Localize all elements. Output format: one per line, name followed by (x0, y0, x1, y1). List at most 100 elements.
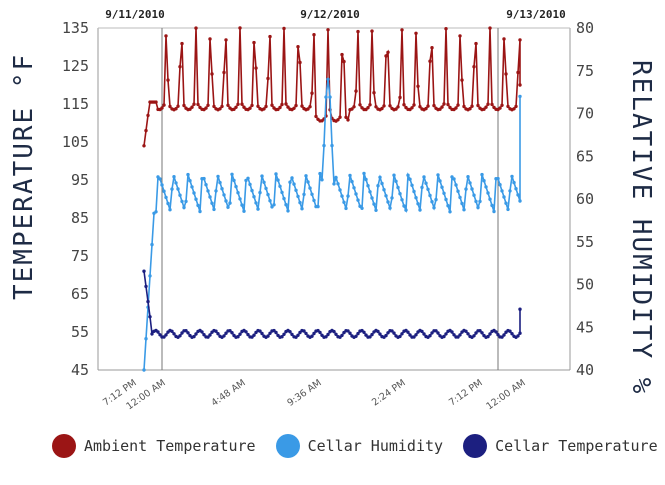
series-ambient-temperature-point (206, 103, 210, 108)
series-ambient-temperature-point (176, 104, 180, 108)
series-cellar-temperature-point (332, 329, 336, 334)
series-ambient-temperature-point (308, 105, 312, 109)
series-cellar-temperature-point (150, 332, 154, 336)
series-cellar-humidity-point (484, 185, 488, 189)
series-ambient-temperature-point (294, 103, 298, 108)
series-cellar-temperature-point (398, 334, 402, 339)
series-cellar-humidity-point (224, 199, 228, 203)
series-ambient-temperature-point (428, 59, 432, 63)
series-ambient-temperature-point (212, 104, 216, 109)
series-cellar-humidity-point (436, 173, 440, 177)
series-cellar-humidity-point (474, 199, 478, 204)
series-cellar-humidity-point (462, 208, 466, 212)
series-cellar-humidity-point (506, 207, 510, 212)
series-cellar-humidity-point (210, 201, 214, 205)
series-ambient-temperature-point (292, 106, 296, 111)
series-cellar-temperature-point (244, 330, 248, 334)
series-cellar-humidity-point (298, 200, 302, 205)
series-cellar-temperature-point (518, 307, 522, 311)
series-ambient-temperature-point (442, 102, 446, 106)
left-tick-label: 135 (62, 19, 89, 37)
series-ambient-temperature-point (248, 106, 252, 110)
series-cellar-temperature-point (266, 334, 270, 338)
series-ambient-temperature-point (166, 78, 170, 82)
series-cellar-humidity-point (420, 185, 424, 190)
series-ambient-temperature-point (326, 28, 330, 32)
series-cellar-temperature-point (400, 332, 404, 336)
series-ambient-temperature-point (388, 104, 392, 108)
series-ambient-temperature-point (506, 104, 510, 109)
series-cellar-humidity-point (428, 193, 432, 198)
series-cellar-temperature-point (238, 332, 242, 336)
series-cellar-humidity-point (432, 206, 436, 210)
series-cellar-temperature-point (378, 332, 382, 336)
series-ambient-temperature-point (382, 104, 386, 108)
series-cellar-humidity-point (344, 206, 348, 211)
series-ambient-temperature-point (412, 103, 416, 107)
series-cellar-humidity-point (354, 192, 358, 196)
series-ambient-temperature-point (310, 91, 314, 95)
series-cellar-humidity-point (226, 205, 230, 209)
date-label: 9/12/2010 (300, 8, 360, 21)
series-cellar-humidity-point (350, 179, 354, 184)
series-cellar-temperature-point (414, 333, 418, 337)
series-ambient-temperature-point (240, 102, 244, 106)
right-axis-title: RELATIVE HUMIDITY % (626, 60, 656, 395)
date-label: 9/11/2010 (105, 8, 165, 21)
series-cellar-temperature-point (406, 330, 410, 334)
series-cellar-temperature-point (280, 335, 284, 339)
series-cellar-humidity-point (142, 368, 146, 372)
series-cellar-humidity-point (376, 184, 380, 188)
series-ambient-temperature-point (502, 37, 506, 41)
series-ambient-temperature-point (252, 40, 256, 45)
series-cellar-humidity-point (434, 197, 438, 202)
series-ambient-temperature-point (238, 26, 242, 30)
right-tick-label: 45 (576, 318, 594, 336)
series-cellar-temperature-point (354, 334, 358, 338)
series-cellar-temperature-point (246, 332, 250, 337)
series-cellar-temperature (142, 269, 522, 339)
series-ambient-temperature-point (298, 60, 302, 65)
legend-label: Cellar Temperature (495, 437, 658, 455)
right-tick-label: 60 (576, 190, 594, 208)
series-cellar-humidity-point (252, 195, 256, 199)
series-cellar-temperature-point (324, 335, 328, 339)
series-ambient-temperature-point (504, 72, 508, 76)
series-ambient-temperature-point (368, 103, 372, 107)
series-ambient-temperature-point (398, 95, 402, 100)
series-ambient-temperature-point (234, 105, 238, 110)
series-cellar-humidity-point (232, 178, 236, 183)
series-cellar-humidity-point (246, 176, 250, 180)
series-cellar-humidity-point (392, 173, 396, 177)
series-cellar-humidity-point (396, 185, 400, 190)
series-cellar-humidity-point (230, 172, 234, 176)
series-ambient-temperature-point (182, 103, 186, 108)
x-tick-label: 2:24 PM (370, 377, 408, 408)
series-ambient-temperature-point (338, 115, 342, 119)
series-ambient-temperature-point (210, 72, 214, 76)
series-cellar-humidity-point (186, 172, 190, 177)
series-cellar-temperature-point (192, 334, 196, 339)
series-cellar-temperature-point (392, 331, 396, 335)
series-cellar-temperature-point (502, 333, 506, 337)
series-cellar-humidity-point (512, 180, 516, 185)
series-cellar-humidity-point (356, 198, 360, 202)
series-cellar-temperature-point (170, 329, 174, 333)
series-cellar-humidity-line (143, 79, 521, 371)
series-cellar-temperature-point (368, 335, 372, 339)
series-ambient-temperature-point (340, 52, 344, 57)
series-ambient-temperature-point (270, 103, 274, 107)
legend-swatch (275, 434, 300, 458)
series-cellar-humidity-point (278, 184, 282, 188)
series-cellar-humidity-point (320, 178, 324, 182)
series-ambient-temperature-point (164, 34, 168, 38)
series-cellar-humidity-point (498, 183, 502, 187)
series-ambient-temperature-point (314, 114, 318, 119)
series-cellar-temperature-point (428, 334, 432, 338)
series-ambient-temperature-point (500, 103, 504, 108)
series-ambient-temperature-point (456, 103, 460, 107)
series-ambient-temperature-point (518, 83, 522, 87)
left-tick-label: 125 (62, 57, 89, 75)
series-cellar-temperature-point (146, 299, 150, 304)
series-ambient-temperature-point (192, 102, 196, 106)
